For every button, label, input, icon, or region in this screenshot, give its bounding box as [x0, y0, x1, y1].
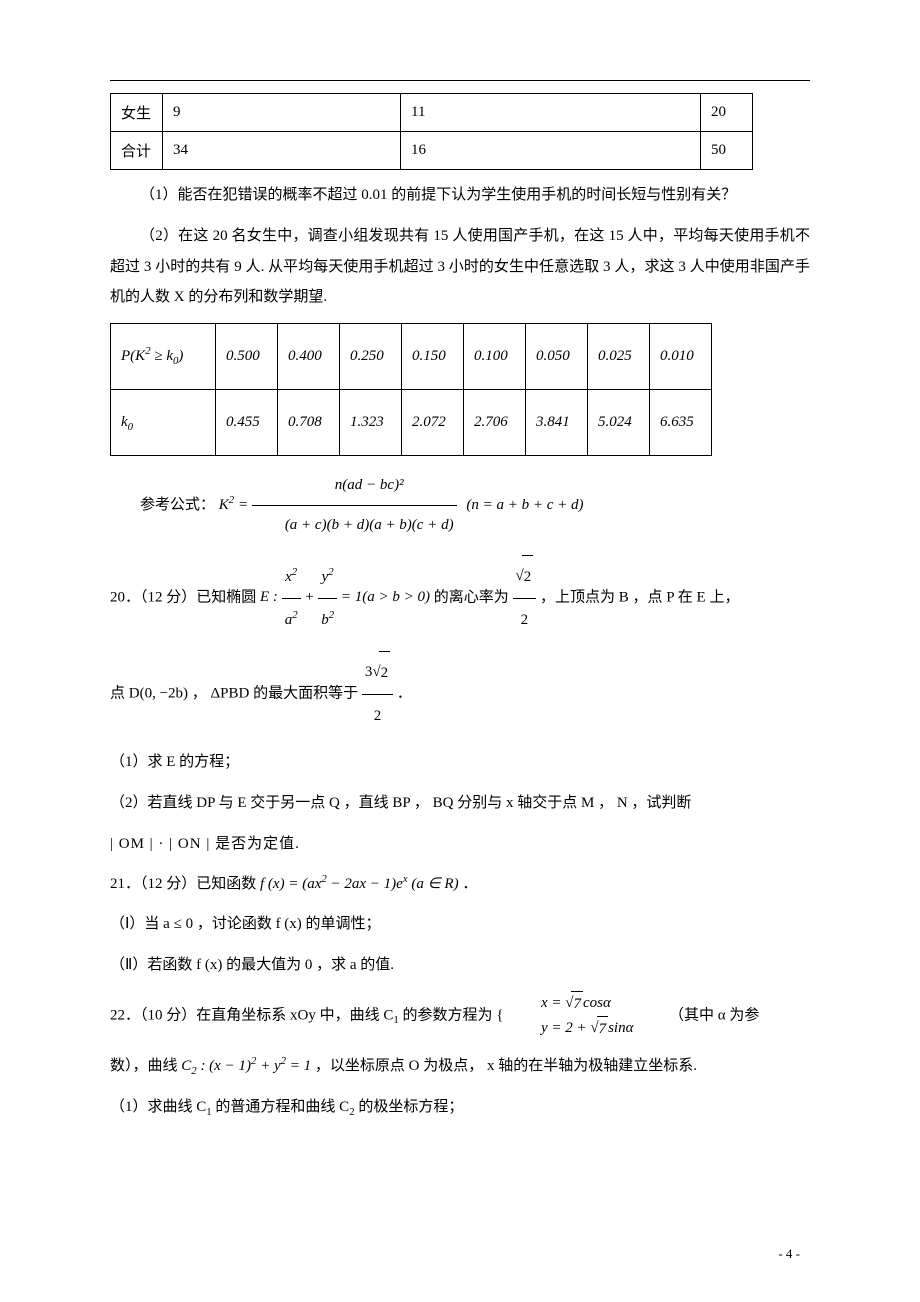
- p21-s1: （Ⅰ）当 a ≤ 0 ，讨论函数 f (x) 的单调性；: [110, 909, 810, 940]
- table-row: k00.4550.7081.3232.0722.7063.8415.0246.6…: [111, 390, 712, 456]
- q2-text: （2）在这 20 名女生中，调查小组发现共有 15 人使用国产手机，在这 15 …: [110, 221, 810, 313]
- p20-ecc: 22: [513, 555, 537, 641]
- p22-s1c: 的极坐标方程；: [358, 1099, 463, 1115]
- p22-s1b: 的普通方程和曲线 C: [215, 1099, 349, 1115]
- p22-head2: 的参数方程为 {: [403, 1007, 504, 1023]
- p22-line2a: 数），曲线: [110, 1058, 181, 1074]
- table-row: P(K2 ≥ k0)0.5000.4000.2500.1500.1000.050…: [111, 324, 712, 390]
- table-cell: 0.025: [588, 324, 650, 390]
- p20-max-area: 322: [362, 651, 393, 737]
- table-cell: 3.841: [526, 390, 588, 456]
- formula-tail: (n = a + b + c + d): [466, 497, 583, 513]
- parametric-system: x = 7cosα y = 2 + 7sinα: [541, 991, 634, 1041]
- p21-fn: f (x) = (ax2 − 2ax − 1)ex (a ∈ R): [260, 876, 459, 892]
- p21-suffix: ．: [462, 876, 477, 892]
- table-cell: k0: [111, 390, 216, 456]
- page-number: - 4 -: [778, 1246, 800, 1262]
- table-cell: 0.150: [402, 324, 464, 390]
- p22-line2c: ，以坐标原点 O 为极点， x 轴的在半轴为极轴建立坐标系.: [315, 1058, 697, 1074]
- p20-eq: E : x2a2 + y2b2 = 1(a > b > 0): [260, 589, 434, 605]
- table-cell: 1.323: [340, 390, 402, 456]
- table-chi2-critical: P(K2 ≥ k0)0.5000.4000.2500.1500.1000.050…: [110, 323, 712, 456]
- p20-head: 20．（12 分）已知椭圆: [110, 589, 260, 605]
- table-cell: 合计: [111, 132, 163, 170]
- table-cell: 0.100: [464, 324, 526, 390]
- table-cell: 34: [163, 132, 401, 170]
- table-cell: 0.400: [278, 324, 340, 390]
- p22-line2: 数），曲线 C2 : (x − 1)2 + y2 = 1 ，以坐标原点 O 为极…: [110, 1051, 810, 1082]
- formula-fraction: n(ad − bc)² (a + c)(b + d)(a + b)(c + d): [252, 466, 457, 545]
- p22-s1a: （1）求曲线 C: [110, 1099, 206, 1115]
- table-cell: 20: [701, 94, 753, 132]
- table-cell: 2.706: [464, 390, 526, 456]
- formula-lhs: K2 =: [219, 497, 252, 513]
- table-cell: 女生: [111, 94, 163, 132]
- table-cell: 16: [401, 132, 701, 170]
- p20-s1: （1）求 E 的方程；: [110, 747, 810, 778]
- p20-line2a: 点 D(0, −2b) ， ΔPBD 的最大面积等于: [110, 685, 362, 701]
- table-cell: 0.050: [526, 324, 588, 390]
- p20-s2: （2）若直线 DP 与 E 交于另一点 Q ，直线 BP ， BQ 分别与 x …: [110, 788, 810, 819]
- table-row: 女生91120: [111, 94, 753, 132]
- p22-line1: 22．（10 分）在直角坐标系 xOy 中，曲线 C1 的参数方程为 { x =…: [110, 991, 810, 1041]
- p21-head: 21．（12 分）已知函数: [110, 876, 260, 892]
- table-cell: 0.500: [216, 324, 278, 390]
- table-gender-summary: 女生91120合计341650: [110, 93, 753, 170]
- table-cell: 0.250: [340, 324, 402, 390]
- table-cell: 0.708: [278, 390, 340, 456]
- formula-prefix: 参考公式：: [140, 497, 215, 513]
- p22-c2: C2 : (x − 1)2 + y2 = 1: [181, 1058, 311, 1074]
- table-cell: 2.072: [402, 390, 464, 456]
- p20-line2: 点 D(0, −2b) ， ΔPBD 的最大面积等于 322 ．: [110, 651, 810, 737]
- table-cell: 6.635: [650, 390, 712, 456]
- table-cell: 11: [401, 94, 701, 132]
- p20-after-eq: 的离心率为: [434, 589, 513, 605]
- table-cell: 5.024: [588, 390, 650, 456]
- p21-line1: 21．（12 分）已知函数 f (x) = (ax2 − 2ax − 1)ex …: [110, 869, 810, 900]
- formula-numerator: n(ad − bc)²: [252, 466, 457, 505]
- p22-s1: （1）求曲线 C1 的普通方程和曲线 C2 的极坐标方程；: [110, 1092, 810, 1123]
- table-cell: 50: [701, 132, 753, 170]
- p22-head: 22．（10 分）在直角坐标系 xOy 中，曲线 C: [110, 1007, 393, 1023]
- p22-tail1: （其中 α 为参: [669, 1007, 759, 1023]
- p20-line1: 20．（12 分）已知椭圆 E : x2a2 + y2b2 = 1(a > b …: [110, 555, 810, 641]
- q1-text: （1）能否在犯错误的概率不超过 0.01 的前提下认为学生使用手机的时间长短与性…: [110, 180, 810, 211]
- formula-denominator: (a + c)(b + d)(a + b)(c + d): [252, 505, 457, 545]
- p21-s2: （Ⅱ）若函数 f (x) 的最大值为 0 ，求 a 的值.: [110, 950, 810, 981]
- table-cell: 0.455: [216, 390, 278, 456]
- p20-t2: ，上顶点为 B ，点 P 在 E 上，: [540, 589, 739, 605]
- table-row: 合计341650: [111, 132, 753, 170]
- top-rule: [110, 80, 810, 81]
- p20-line2b: ．: [397, 685, 412, 701]
- table-cell: 0.010: [650, 324, 712, 390]
- p20-s3: | OM | · | ON | 是否为定值.: [110, 829, 810, 859]
- reference-formula: 参考公式： K2 = n(ad − bc)² (a + c)(b + d)(a …: [110, 466, 810, 545]
- table-cell: 9: [163, 94, 401, 132]
- table-cell: P(K2 ≥ k0): [111, 324, 216, 390]
